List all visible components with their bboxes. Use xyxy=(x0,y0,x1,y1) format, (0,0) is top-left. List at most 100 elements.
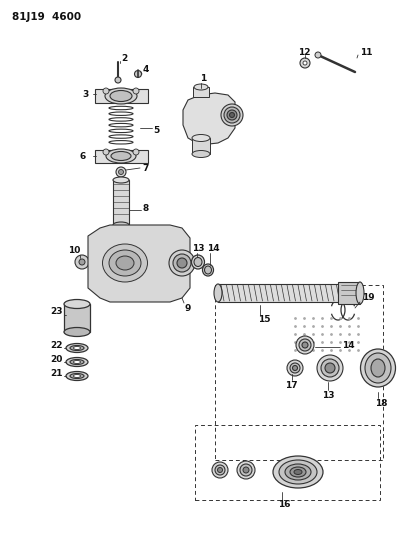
Text: 15: 15 xyxy=(257,316,270,325)
Ellipse shape xyxy=(73,375,80,377)
Text: 6: 6 xyxy=(80,151,86,160)
Ellipse shape xyxy=(191,255,204,269)
Ellipse shape xyxy=(364,353,390,383)
Ellipse shape xyxy=(113,177,129,183)
Ellipse shape xyxy=(295,336,313,354)
Bar xyxy=(113,180,129,225)
Ellipse shape xyxy=(298,339,310,351)
Ellipse shape xyxy=(66,358,88,367)
Circle shape xyxy=(133,88,139,94)
Bar xyxy=(192,87,209,97)
Circle shape xyxy=(314,52,320,58)
Ellipse shape xyxy=(226,110,237,120)
Ellipse shape xyxy=(292,366,297,370)
Ellipse shape xyxy=(70,345,84,351)
Ellipse shape xyxy=(106,149,136,163)
Text: 20: 20 xyxy=(50,356,62,365)
Ellipse shape xyxy=(110,91,132,101)
Text: 14: 14 xyxy=(207,244,219,253)
Text: 3: 3 xyxy=(82,90,88,99)
Polygon shape xyxy=(95,89,148,103)
Text: 9: 9 xyxy=(185,303,191,312)
Ellipse shape xyxy=(229,112,234,117)
Ellipse shape xyxy=(70,374,84,378)
Ellipse shape xyxy=(370,359,384,377)
Circle shape xyxy=(302,61,306,65)
Ellipse shape xyxy=(211,462,228,478)
Ellipse shape xyxy=(173,254,190,272)
Ellipse shape xyxy=(289,467,305,477)
Text: 11: 11 xyxy=(359,47,371,56)
Ellipse shape xyxy=(320,359,338,377)
Ellipse shape xyxy=(73,346,80,350)
Ellipse shape xyxy=(177,258,187,268)
Text: 16: 16 xyxy=(277,500,290,510)
Text: 7: 7 xyxy=(142,164,148,173)
Ellipse shape xyxy=(168,250,194,276)
Text: 18: 18 xyxy=(374,399,386,408)
Ellipse shape xyxy=(316,355,342,381)
Text: 19: 19 xyxy=(361,293,374,302)
Ellipse shape xyxy=(239,464,252,476)
Ellipse shape xyxy=(102,244,147,282)
Polygon shape xyxy=(88,225,190,302)
Text: 17: 17 xyxy=(284,381,297,390)
Ellipse shape xyxy=(70,359,84,365)
Circle shape xyxy=(79,259,85,265)
Ellipse shape xyxy=(284,464,310,480)
Ellipse shape xyxy=(272,456,322,488)
Text: 12: 12 xyxy=(297,47,310,56)
Ellipse shape xyxy=(192,134,209,141)
Circle shape xyxy=(299,58,309,68)
Ellipse shape xyxy=(360,349,394,387)
Text: 8: 8 xyxy=(143,204,149,213)
Ellipse shape xyxy=(224,107,239,123)
Bar xyxy=(64,304,90,332)
Circle shape xyxy=(133,149,139,155)
Ellipse shape xyxy=(220,104,243,126)
Ellipse shape xyxy=(64,327,90,336)
Ellipse shape xyxy=(111,151,131,160)
Circle shape xyxy=(75,255,89,269)
Bar xyxy=(215,285,382,460)
Ellipse shape xyxy=(286,360,302,376)
Ellipse shape xyxy=(204,266,211,274)
Ellipse shape xyxy=(194,257,202,266)
Ellipse shape xyxy=(217,467,222,472)
Ellipse shape xyxy=(213,284,222,302)
Ellipse shape xyxy=(202,264,213,276)
Circle shape xyxy=(103,88,109,94)
Text: 2: 2 xyxy=(121,53,127,62)
Ellipse shape xyxy=(324,363,334,373)
Circle shape xyxy=(103,149,109,155)
Text: 14: 14 xyxy=(341,341,354,350)
Text: 23: 23 xyxy=(50,308,62,317)
Circle shape xyxy=(118,169,123,174)
Ellipse shape xyxy=(73,360,80,364)
Circle shape xyxy=(134,70,141,77)
Ellipse shape xyxy=(293,470,301,474)
Polygon shape xyxy=(183,93,234,145)
Ellipse shape xyxy=(109,250,141,276)
Ellipse shape xyxy=(64,300,90,309)
Text: 22: 22 xyxy=(50,342,62,351)
Bar xyxy=(194,425,379,500)
Ellipse shape xyxy=(355,282,363,304)
Ellipse shape xyxy=(66,343,88,352)
Circle shape xyxy=(115,77,121,83)
Bar xyxy=(192,138,209,154)
Text: 13: 13 xyxy=(321,391,334,400)
Polygon shape xyxy=(95,150,148,163)
Bar xyxy=(337,282,359,304)
Ellipse shape xyxy=(113,222,129,228)
Text: 1: 1 xyxy=(200,74,206,83)
Ellipse shape xyxy=(116,256,134,270)
Circle shape xyxy=(116,167,126,177)
Ellipse shape xyxy=(194,84,207,90)
Bar xyxy=(217,284,342,302)
Ellipse shape xyxy=(278,460,316,484)
Text: 5: 5 xyxy=(153,125,159,134)
Ellipse shape xyxy=(243,467,248,473)
Text: 13: 13 xyxy=(192,244,204,253)
Text: 10: 10 xyxy=(68,246,80,254)
